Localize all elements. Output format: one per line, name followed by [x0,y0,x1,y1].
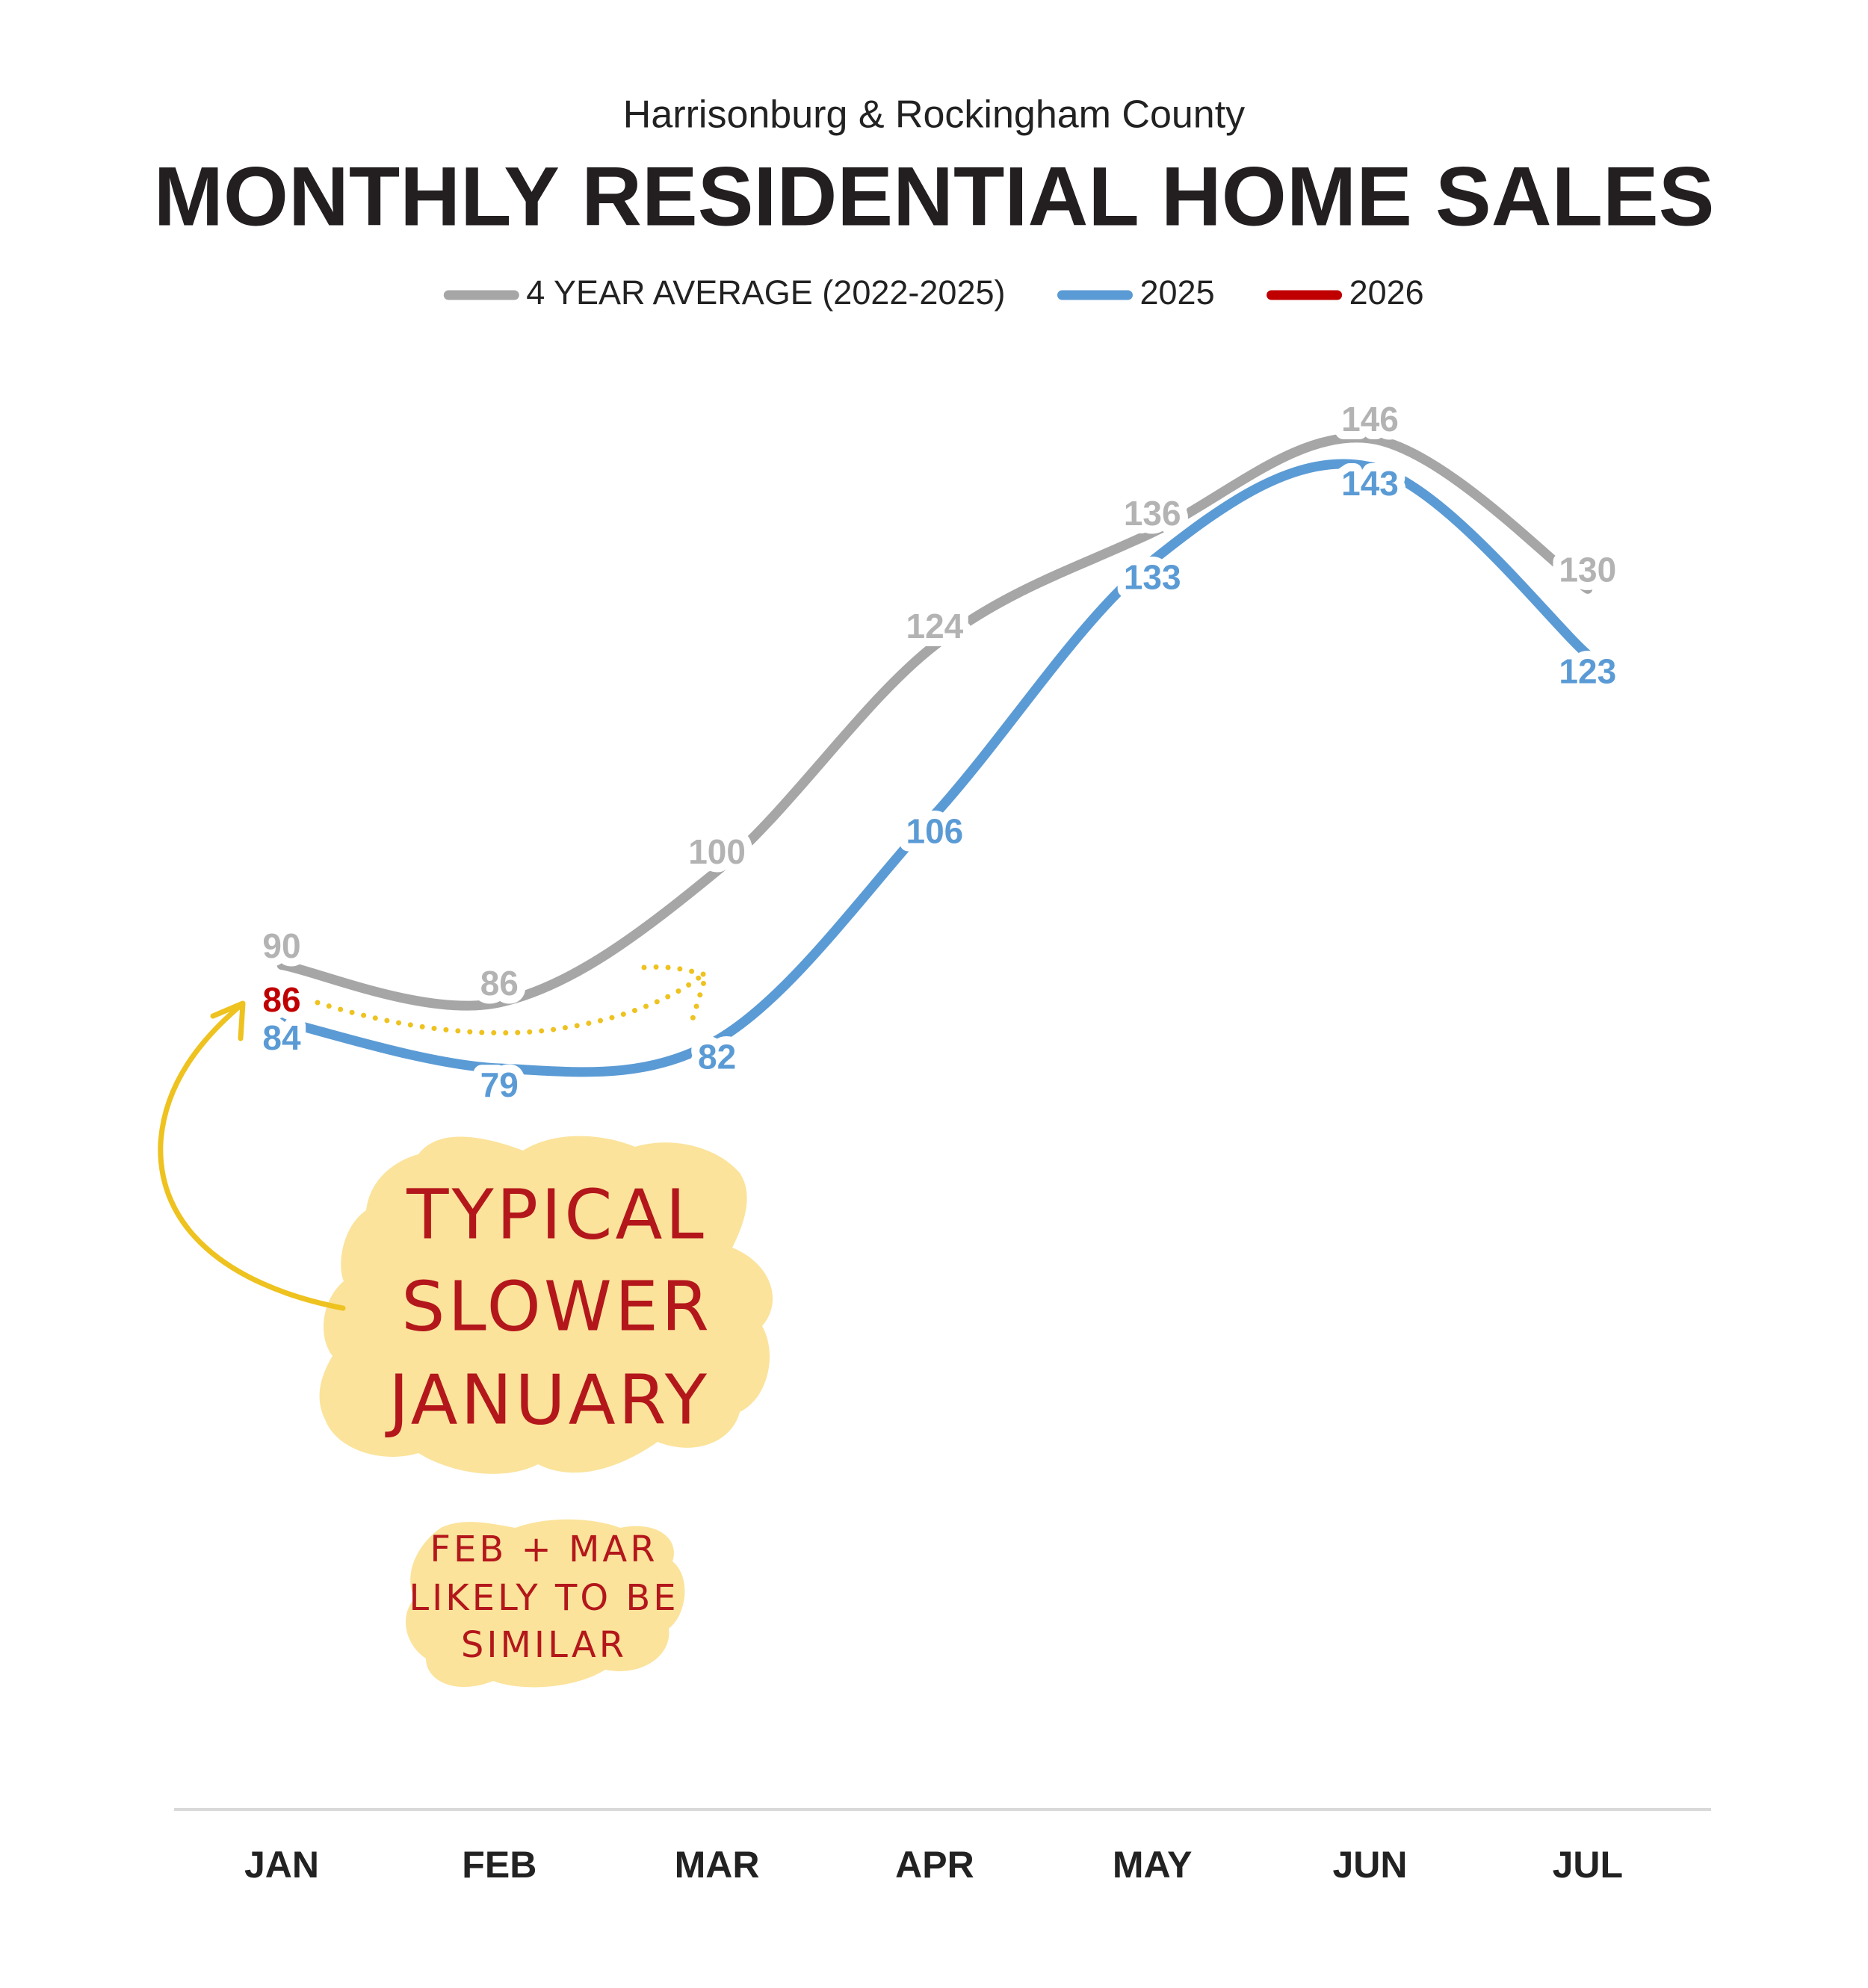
x-tick-label: JUN [1332,1844,1407,1886]
annotation-arrowhead [210,1000,246,1041]
legend: 4 YEAR AVERAGE (2022-2025) 2025 2026 [443,273,1424,312]
x-tick-label: MAR [675,1844,760,1886]
series-line [276,433,1593,1011]
data-label: 86 [262,980,300,1019]
data-label: 100 [688,832,746,871]
annotation-text: SLOWER [401,1266,712,1346]
annotation-arrow [158,1002,346,1311]
annotation-note: TYPICAL SLOWER JANUARY [319,1136,773,1474]
annotation-note: FEB + MAR LIKELY TO BE SIMILAR [406,1519,685,1688]
annotation-text: SIMILAR [461,1624,627,1666]
chart-subtitle: Harrisonburg & Rockingham County [623,93,1245,137]
x-tick-label: APR [895,1844,974,1886]
x-tick-label: JUL [1553,1844,1623,1886]
annotation-text: TYPICAL [406,1174,706,1254]
data-label: 130 [1559,550,1616,589]
x-tick-label: MAY [1113,1844,1193,1886]
data-label: 79 [480,1065,519,1104]
annotation-dotted-arrowhead [641,964,710,1026]
x-tick-label: JAN [244,1844,319,1886]
data-label: 143 [1341,464,1399,503]
annotation-text: JANUARY [385,1360,710,1440]
data-label: 86 [480,964,519,1003]
data-label: 124 [906,607,964,645]
annotation-bg [406,1519,685,1688]
data-label: 146 [1341,400,1399,439]
data-label: 82 [698,1037,736,1076]
series-line [276,459,1593,1077]
annotation-dotted-arrow [315,972,705,1036]
x-tick-label: FEB [462,1844,536,1886]
data-label: 136 [1124,494,1181,533]
legend-label: 4 YEAR AVERAGE (2022-2025) [526,273,1005,312]
annotation-text: LIKELY TO BE [409,1577,678,1619]
data-label: 90 [262,926,300,965]
annotation-text: FEB + MAR [430,1529,658,1570]
annotation-bg [319,1136,773,1474]
chart-title: MONTHLY RESIDENTIAL HOME SALES [154,150,1715,244]
data-label: 84 [262,1018,301,1057]
data-label: 106 [906,811,964,850]
legend-label: 2025 [1139,273,1214,312]
data-label: 133 [1124,558,1181,597]
legend-label: 2026 [1349,273,1424,312]
data-label: 123 [1559,652,1616,691]
series-point [277,997,286,1007]
plot-area: JAN FEB MAR APR MAY JUN JUL 90 86 100 124 136 146 130… [244,391,1624,1886]
